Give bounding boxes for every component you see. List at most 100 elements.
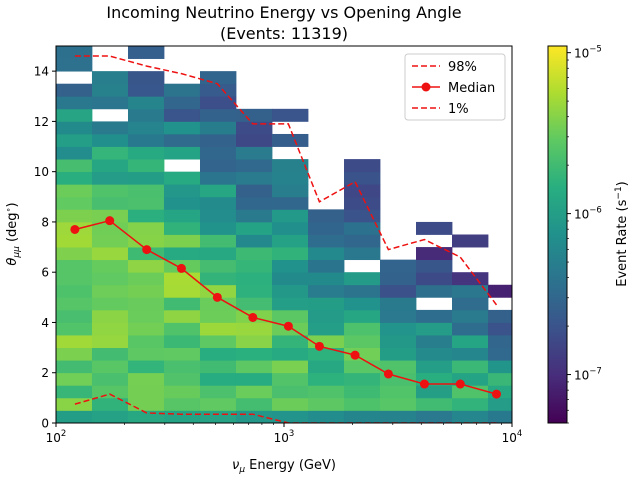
heatmap-cell <box>452 360 489 374</box>
heatmap-cell <box>308 372 345 386</box>
heatmap-cell <box>127 234 165 248</box>
legend: 98% Median 1% <box>404 53 506 121</box>
heatmap-cell <box>56 247 93 261</box>
heatmap-cell <box>199 247 237 261</box>
heatmap-cell <box>308 259 345 273</box>
heatmap-cell <box>91 309 129 323</box>
x-tick-label: 104 <box>502 429 523 445</box>
heatmap-cell <box>272 272 309 286</box>
heatmap-cell <box>163 121 201 135</box>
y-tick-label: 12 <box>34 115 49 129</box>
heatmap-cell <box>235 196 273 210</box>
heatmap <box>56 46 512 423</box>
heatmap-cell <box>272 133 309 147</box>
heatmap-cell <box>199 322 237 336</box>
heatmap-cell <box>235 247 273 261</box>
heatmap-cell <box>488 322 512 336</box>
heatmap-cell <box>452 385 489 399</box>
heatmap-cell <box>488 372 512 386</box>
heatmap-cell <box>380 397 417 411</box>
heatmap-cell <box>308 360 345 374</box>
heatmap-cell <box>127 121 165 135</box>
heatmap-cell <box>488 397 512 411</box>
legend-label-1: 1% <box>448 102 469 117</box>
heatmap-cell <box>272 284 309 298</box>
heatmap-cell <box>127 397 165 411</box>
heatmap-cell <box>199 372 237 386</box>
heatmap-cell <box>416 247 453 261</box>
heatmap-cell <box>344 297 381 311</box>
heatmap-cell <box>91 259 129 273</box>
heatmap-cell <box>56 259 93 273</box>
heatmap-cell <box>452 309 489 323</box>
heatmap-cell <box>127 259 165 273</box>
heatmap-cell <box>127 83 165 97</box>
heatmap-cell <box>127 159 165 173</box>
heatmap-cell <box>56 309 93 323</box>
heatmap-cell <box>127 322 165 336</box>
heatmap-cell <box>127 184 165 198</box>
heatmap-cell <box>91 272 129 286</box>
heatmap-cell <box>235 209 273 223</box>
heatmap-cell <box>56 133 93 147</box>
heatmap-cell <box>272 410 309 423</box>
heatmap-cell <box>452 397 489 411</box>
heatmap-cell <box>56 83 93 97</box>
heatmap-cell <box>452 234 489 248</box>
heatmap-cell <box>163 209 201 223</box>
heatmap-cell <box>127 209 165 223</box>
heatmap-cell <box>56 171 93 185</box>
x-axis-label-symbol: ν <box>232 458 239 473</box>
heatmap-cell <box>344 309 381 323</box>
heatmap-cell <box>344 284 381 298</box>
heatmap-cell <box>127 171 165 185</box>
heatmap-cell <box>199 234 237 248</box>
median-point <box>383 369 393 379</box>
y-tick-label: 4 <box>41 316 49 330</box>
heatmap-cell <box>56 372 93 386</box>
heatmap-cell <box>56 159 93 173</box>
heatmap-cell <box>488 335 512 348</box>
heatmap-cell <box>199 385 237 399</box>
heatmap-cell <box>272 171 309 185</box>
heatmap-cell <box>56 347 93 361</box>
y-tick-label: 8 <box>41 215 49 229</box>
heatmap-cell <box>488 360 512 374</box>
colorbar-tick-label: 10−7 <box>574 367 602 383</box>
heatmap-cell <box>127 385 165 399</box>
heatmap-cell <box>308 347 345 361</box>
colorbar-label: Event Rate (s−1) <box>614 181 630 287</box>
heatmap-cell <box>344 196 381 210</box>
heatmap-cell <box>91 196 129 210</box>
heatmap-cell <box>163 297 201 311</box>
heatmap-cell <box>163 372 201 386</box>
heatmap-cell <box>344 234 381 248</box>
heatmap-cell <box>272 297 309 311</box>
heatmap-cell <box>308 397 345 411</box>
heatmap-cell <box>91 247 129 261</box>
heatmap-cell <box>91 71 129 85</box>
heatmap-cell <box>56 410 93 423</box>
heatmap-cell <box>416 221 453 235</box>
heatmap-cell <box>308 335 345 348</box>
heatmap-cell <box>235 335 273 348</box>
colorbar: 10−5 10−6 10−7 Event Rate (s−1) <box>547 45 630 424</box>
heatmap-cell <box>56 108 93 122</box>
chart-title-line1: Incoming Neutrino Energy vs Opening Angl… <box>106 3 461 22</box>
heatmap-cell <box>308 410 345 423</box>
heatmap-cell <box>380 309 417 323</box>
x-tick-label: 102 <box>46 429 67 445</box>
heatmap-cell <box>56 297 93 311</box>
heatmap-cell <box>127 297 165 311</box>
colorbar-ticks: 10−5 10−6 10−7 <box>567 45 602 424</box>
heatmap-cell <box>272 108 309 122</box>
heatmap-cell <box>91 385 129 399</box>
heatmap-cell <box>56 58 93 72</box>
heatmap-cell <box>308 284 345 298</box>
heatmap-cell <box>308 322 345 336</box>
colorbar-label-sup: −1 <box>614 186 624 199</box>
heatmap-cell <box>91 146 129 160</box>
median-point <box>491 389 501 399</box>
heatmap-cell <box>272 159 309 173</box>
heatmap-cell <box>344 221 381 235</box>
